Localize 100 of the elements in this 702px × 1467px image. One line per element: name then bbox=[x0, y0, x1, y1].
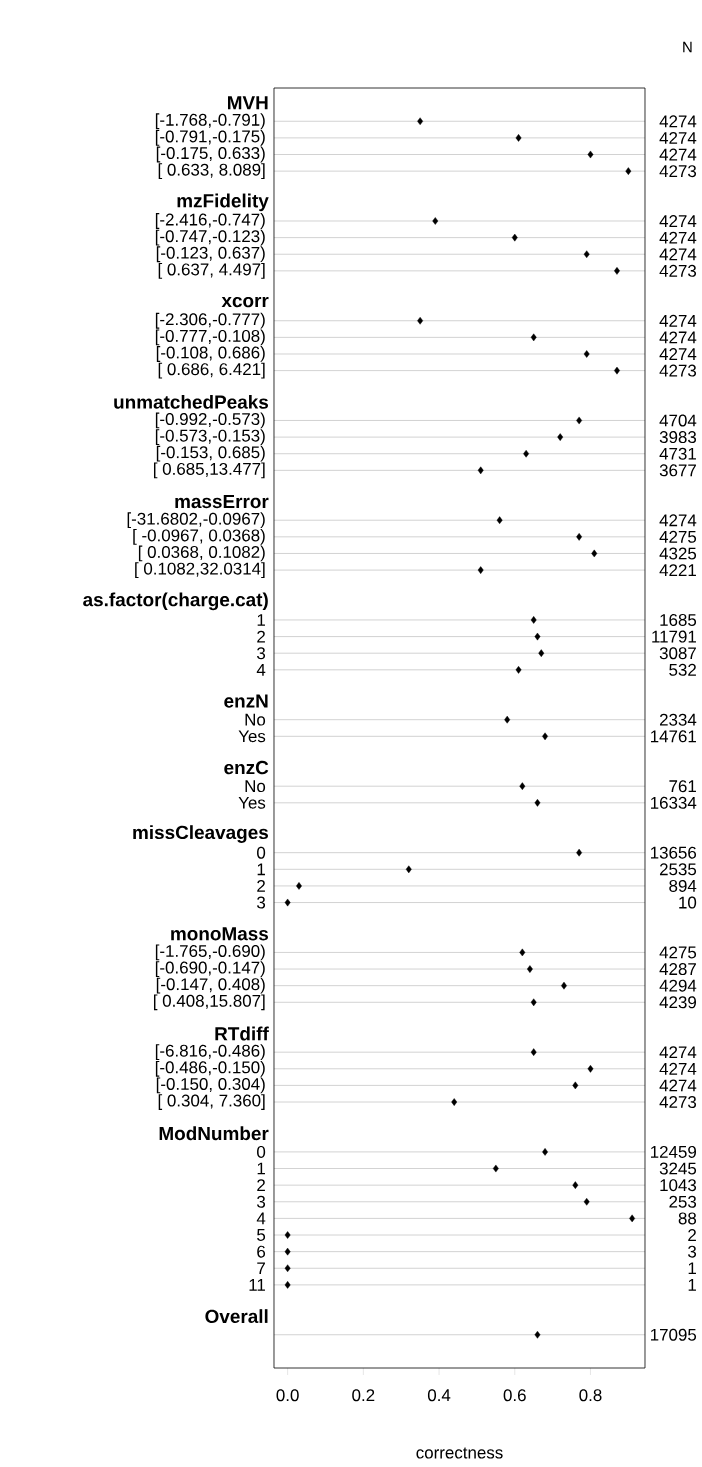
y-tick-label: 1 bbox=[257, 863, 265, 876]
y2-tick-label: 3677 bbox=[659, 464, 696, 477]
y2-tick-label: 2535 bbox=[659, 863, 697, 876]
y2-tick-label: 4274 bbox=[659, 1079, 697, 1092]
y-tick-label: [ 0.1082,32.0314] bbox=[135, 562, 265, 578]
y-tick-label: [-2.306,-0.777) bbox=[155, 312, 265, 329]
y2-tick-label: 4273 bbox=[659, 1096, 697, 1109]
y-tick-label: [-1.768,-0.791) bbox=[155, 113, 265, 130]
y2-tick-label: 11791 bbox=[652, 630, 696, 643]
y2-tick-label: 761 bbox=[669, 780, 696, 793]
y-tick-label: mzFidelity bbox=[177, 193, 269, 212]
y2-tick-label: 4731 bbox=[659, 447, 696, 460]
y-tick-label: 3 bbox=[257, 1195, 266, 1208]
y2-tick-label: 13656 bbox=[651, 846, 697, 859]
y2-tick-label: 88 bbox=[678, 1212, 697, 1225]
y-tick-label: [ 0.633, 8.089] bbox=[158, 163, 265, 180]
y-tick-label: [-0.153, 0.685) bbox=[156, 445, 265, 462]
x-tick-label: 0.6 bbox=[503, 1389, 526, 1402]
y2-tick-label: 2334 bbox=[659, 713, 697, 726]
y-tick-label: 6 bbox=[257, 1245, 266, 1258]
y-tick-label: [ 0.408,15.807] bbox=[154, 994, 265, 1011]
y2-tick-label: 4274 bbox=[659, 331, 697, 344]
y-tick-label: [-6.816,-0.486) bbox=[155, 1044, 265, 1061]
y-tick-label: [-0.747,-0.123) bbox=[155, 229, 265, 246]
y2-tick-label: 4274 bbox=[659, 314, 697, 327]
y2-tick-label: 4274 bbox=[659, 1062, 697, 1075]
x-tick-label: 0.4 bbox=[427, 1389, 451, 1402]
y2-tick-label: 4704 bbox=[659, 414, 697, 427]
y-tick-label: 1 bbox=[257, 614, 265, 626]
y2-tick-label: 1 bbox=[688, 1262, 696, 1275]
y2-tick-label: 532 bbox=[669, 663, 696, 676]
y-tick-label: [ 0.304, 7.360] bbox=[158, 1094, 265, 1110]
y-tick-label: enzN bbox=[224, 694, 268, 708]
y-tick-label: 4 bbox=[256, 664, 266, 676]
y2-tick-label: 1043 bbox=[660, 1179, 697, 1192]
x-axis-title: correctness bbox=[416, 1447, 503, 1459]
y-tick-label: [-0.992,-0.573) bbox=[155, 412, 265, 429]
x-tick-label: 0.8 bbox=[579, 1389, 602, 1402]
y2-tick-label: 4274 bbox=[659, 115, 697, 128]
y-tick-label: Overall bbox=[205, 1309, 268, 1324]
y-tick-label: 4 bbox=[256, 1212, 266, 1225]
x-tick-label: 0.0 bbox=[276, 1389, 299, 1402]
y2-tick-label: 2 bbox=[688, 1229, 696, 1241]
y-tick-label: [-0.573,-0.153) bbox=[155, 429, 265, 445]
y-tick-label: as.factor(charge.cat) bbox=[83, 592, 268, 611]
y-tick-label: monoMass bbox=[171, 927, 269, 941]
y-tick-label: ModNumber bbox=[159, 1126, 269, 1141]
y-tick-label: 11 bbox=[249, 1279, 265, 1291]
y-tick-label: 1 bbox=[257, 1162, 265, 1175]
y-tick-label: xcorr bbox=[221, 296, 269, 308]
y2-tick-label: 4273 bbox=[659, 264, 697, 277]
y2-tick-label: 894 bbox=[669, 879, 697, 892]
y-tick-label: RTdiff bbox=[215, 1026, 269, 1041]
y2-tick-label: 4274 bbox=[659, 348, 697, 360]
y2-tick-label: 4325 bbox=[659, 547, 697, 560]
y-tick-label: 0 bbox=[257, 846, 266, 859]
y2-tick-label: 4294 bbox=[659, 979, 697, 992]
y2-tick-label: 4274 bbox=[659, 215, 697, 227]
y2-tick-label: 14761 bbox=[651, 730, 696, 743]
y-tick-label: [-2.416,-0.747) bbox=[155, 213, 265, 229]
y2-tick-label: 4287 bbox=[659, 963, 696, 976]
y-tick-label: 3 bbox=[257, 896, 266, 909]
x-tick-label: 0.2 bbox=[352, 1389, 375, 1402]
y-tick-label: enzC bbox=[224, 760, 269, 775]
y2-tick-label: 17095 bbox=[651, 1328, 697, 1341]
y-tick-label: [ 0.0368, 0.1082) bbox=[138, 545, 265, 562]
y2-tick-label: 4274 bbox=[659, 248, 697, 261]
y-tick-label: Yes bbox=[238, 730, 266, 743]
y-tick-label: missCleavages bbox=[133, 825, 268, 843]
y2-tick-label: 4274 bbox=[659, 1046, 697, 1059]
y2-tick-label: 12459 bbox=[651, 1145, 696, 1158]
y-tick-label: [-1.765,-0.690) bbox=[155, 944, 265, 961]
y-tick-label: unmatchedPeaks bbox=[114, 394, 269, 409]
y-tick-label: 5 bbox=[257, 1229, 266, 1241]
y-tick-label: 2 bbox=[257, 1179, 265, 1192]
y2-axis-title: N bbox=[683, 41, 692, 53]
y2-tick-label: 4274 bbox=[659, 131, 697, 144]
y-tick-label: [-0.486,-0.150) bbox=[155, 1060, 265, 1077]
y-tick-label: [-0.690,-0.147) bbox=[155, 961, 265, 977]
y-tick-label: [-0.147, 0.408) bbox=[156, 977, 265, 994]
y-tick-label: [-0.777,-0.108) bbox=[155, 329, 265, 346]
y2-tick-label: 1 bbox=[688, 1279, 696, 1291]
y-tick-label: [ 0.686, 6.421] bbox=[158, 362, 265, 379]
y2-tick-label: 1685 bbox=[660, 613, 697, 626]
y2-tick-label: 10 bbox=[679, 896, 697, 909]
y2-tick-label: 16334 bbox=[651, 796, 697, 809]
y2-tick-label: 3245 bbox=[659, 1162, 697, 1175]
y2-tick-label: 4275 bbox=[659, 530, 697, 543]
y2-tick-label: 3087 bbox=[659, 647, 696, 660]
y-tick-label: 3 bbox=[257, 647, 266, 660]
y-tick-label: [ -0.0967, 0.0368) bbox=[133, 528, 265, 545]
y2-tick-label: 4274 bbox=[659, 231, 697, 244]
y2-tick-label: 4274 bbox=[659, 148, 697, 161]
y-tick-label: 2 bbox=[257, 880, 265, 892]
y2-tick-label: 4239 bbox=[659, 996, 696, 1009]
y2-tick-label: 4221 bbox=[659, 564, 696, 576]
y2-tick-label: 3983 bbox=[659, 431, 697, 444]
y-tick-label: [-31.6802,-0.0967) bbox=[127, 512, 265, 529]
y2-tick-label: 253 bbox=[669, 1195, 697, 1208]
y2-tick-label: 4274 bbox=[659, 514, 697, 527]
